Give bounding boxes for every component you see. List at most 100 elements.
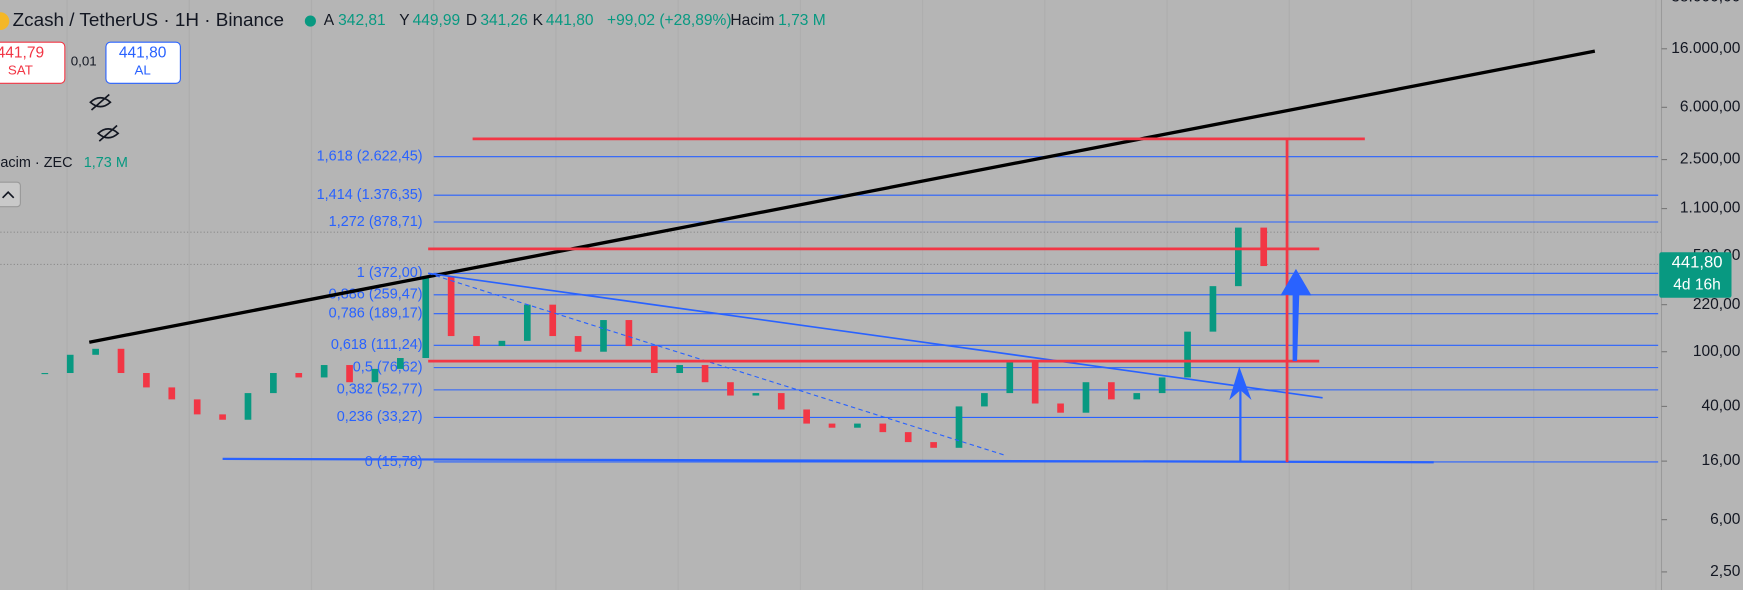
candle (498, 340, 506, 347)
y-tick-label: 2,50 (1710, 563, 1741, 580)
y-tick-label: 38.000,00 (1671, 0, 1741, 5)
candle (879, 423, 887, 433)
candle (854, 423, 861, 428)
volume-value: 1,73 M (778, 12, 826, 29)
ohlc-value: 449,99 (413, 12, 461, 29)
trend-line (88, 49, 1596, 344)
volume-label: Hacim (730, 12, 774, 29)
candle (1209, 286, 1217, 332)
trend-line (428, 272, 1323, 399)
chevron[interactable] (2, 191, 15, 199)
ohlc-label: Y (399, 12, 410, 29)
candle (473, 336, 480, 347)
candle (981, 393, 988, 407)
ohlc-value: 342,81 (338, 12, 386, 29)
candle (1108, 382, 1115, 400)
y-tick-label: 220,00 (1693, 296, 1741, 313)
candle (270, 373, 277, 394)
candle (1082, 382, 1090, 413)
badge-price: 441,80 (1672, 253, 1723, 272)
candle (219, 414, 226, 420)
candle (320, 365, 328, 378)
buy-button[interactable] (105, 41, 181, 84)
ohlc-label: A (324, 12, 335, 29)
candle (1031, 361, 1039, 404)
status-dot (304, 15, 316, 27)
candle (1260, 227, 1268, 267)
fib-label: 0,236 (33,27) (337, 409, 423, 425)
candle (1006, 361, 1014, 394)
candle (397, 358, 404, 369)
ohlc-value: 341,26 (480, 12, 528, 29)
candle (777, 393, 785, 410)
candle (1158, 377, 1166, 394)
candle (930, 442, 937, 448)
candle (574, 336, 582, 352)
candle (295, 373, 303, 378)
candle (701, 365, 709, 383)
candle (66, 354, 74, 374)
y-tick-label: 16,00 (1701, 452, 1740, 469)
sell-button[interactable] (0, 41, 66, 84)
fib-label: 1,414 (1.376,35) (317, 187, 423, 203)
candle (625, 320, 633, 347)
indicator-name: acim · ZEC (0, 155, 72, 171)
candle (117, 348, 125, 374)
candle (1057, 403, 1064, 413)
buy-label[interactable]: AL (134, 63, 150, 78)
candle (650, 346, 658, 374)
fib: 1,618 (2.622,45) 1,414 (1.376,35) 1,272 (8… (317, 149, 1659, 470)
candle (92, 348, 99, 355)
indicator-value: 1,73 M (84, 155, 128, 171)
ohlc-value: 441,80 (546, 12, 594, 29)
candle (371, 368, 379, 383)
candle (41, 373, 49, 375)
candle (904, 432, 912, 443)
fib-label: 0,5 (76,62) (353, 359, 423, 375)
arrow (1280, 268, 1312, 362)
fib-label: 0 (15,78) (365, 454, 423, 470)
sell-price[interactable]: 441,79 (0, 44, 44, 61)
ohlc-label: D (466, 12, 477, 29)
arrow (1229, 366, 1252, 462)
fib-label: 0,786 (189,17) (329, 305, 423, 321)
candle (727, 382, 734, 396)
fib-label: 0,382 (52,77) (337, 382, 423, 398)
candle (1184, 331, 1191, 378)
candles (41, 227, 1268, 448)
logo (0, 12, 10, 30)
candle (955, 406, 963, 448)
candle (422, 276, 430, 359)
candle (193, 399, 201, 415)
candle (523, 304, 531, 341)
candle (549, 304, 557, 337)
price-badge (1659, 252, 1732, 298)
fib-label: 0,618 (111,24) (331, 337, 423, 353)
candle (676, 365, 684, 374)
candle (828, 423, 836, 428)
candle (1234, 227, 1242, 287)
change: +99,02 (+28,89%) (607, 12, 731, 29)
y-tick-label: 1.100,00 (1680, 200, 1741, 217)
badge-countdown: 4d 16h (1673, 277, 1721, 294)
y-tick-label: 40,00 (1701, 398, 1740, 415)
fib-label: 1,272 (878,71) (329, 214, 423, 230)
spread: 0,01 (71, 54, 97, 69)
y-tick-label: 6.000,00 (1680, 98, 1741, 115)
candle (1133, 393, 1141, 400)
candle (447, 276, 455, 337)
candle (168, 387, 176, 400)
y-tick-label: 6,00 (1710, 511, 1741, 528)
y-tick-label: 100,00 (1693, 343, 1741, 360)
support-line (222, 457, 1434, 464)
y-tick-label: 2.500,00 (1680, 151, 1741, 168)
buy-price[interactable]: 441,80 (119, 44, 167, 61)
fib-label: 1 (372,00) (357, 265, 423, 281)
ohlc-label: K (533, 12, 544, 29)
eye-icon[interactable] (89, 93, 120, 142)
candle (346, 365, 353, 383)
sell-label[interactable]: SAT (8, 63, 33, 78)
candle (600, 320, 607, 352)
